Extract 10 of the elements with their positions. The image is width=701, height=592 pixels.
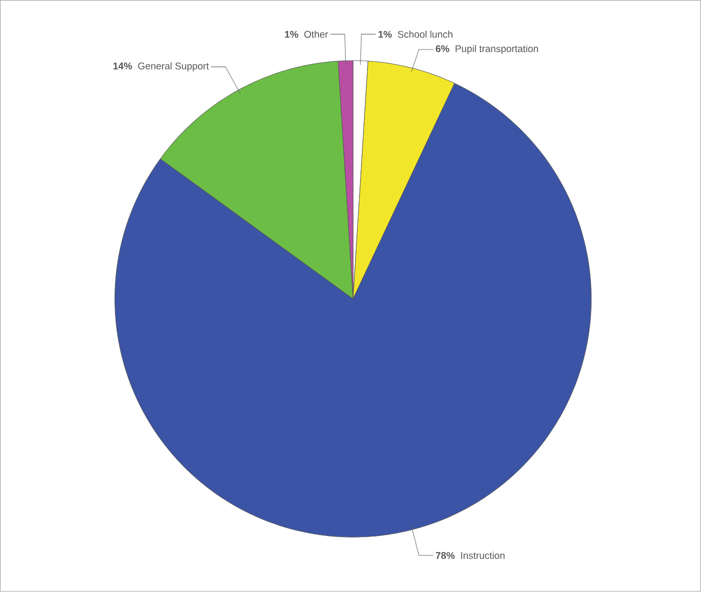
data-label: 14%: [113, 62, 132, 70]
slice-label: Pupil transportation: [456, 45, 538, 54]
data-label: 1%: [285, 31, 298, 38]
slice-label: Other: [304, 30, 328, 38]
data-label: 1%: [378, 31, 392, 38]
slice-label: General Support: [138, 62, 209, 72]
data-label: 78%: [436, 552, 455, 560]
slice-label: School lunch: [398, 30, 452, 38]
data-label: 6%: [436, 45, 450, 52]
slice-label: Instruction: [461, 552, 505, 560]
